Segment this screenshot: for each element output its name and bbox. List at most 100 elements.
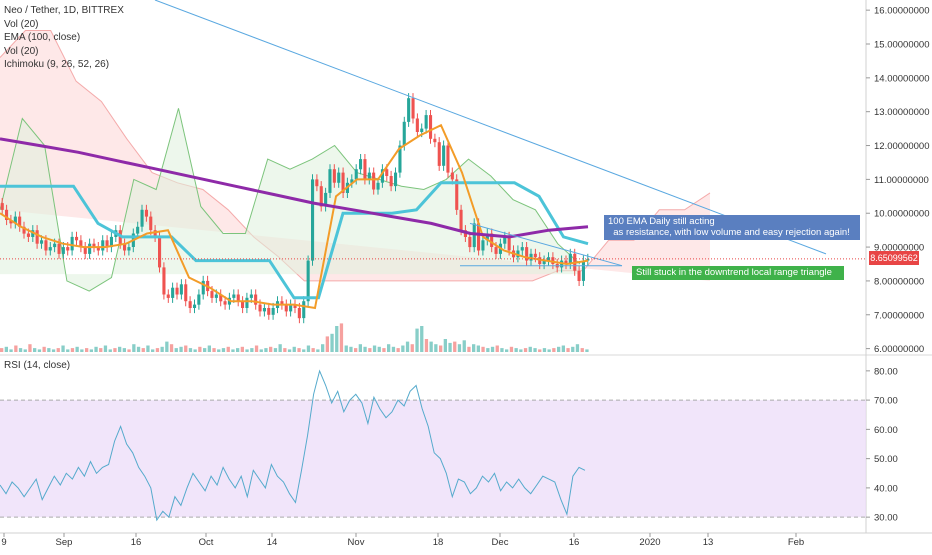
volume-bar [306, 345, 311, 352]
candle-body [533, 253, 537, 258]
candle-body [581, 260, 585, 281]
candle-body [398, 145, 402, 173]
candle-body [35, 230, 39, 244]
volume-bar [448, 342, 452, 352]
candle-body [70, 236, 74, 251]
volume-bar [37, 349, 42, 352]
volume-bar [165, 341, 169, 352]
candle-body [258, 304, 262, 312]
candle-body [262, 308, 266, 312]
volume-bar [70, 348, 75, 352]
candle-body [88, 243, 92, 254]
candle-body [271, 308, 275, 315]
legend-ema[interactable]: EMA (100, close) [4, 32, 81, 43]
volume-bar [85, 348, 89, 352]
candle-body [140, 209, 144, 227]
candle-body [503, 236, 507, 244]
volume-bar [94, 346, 98, 352]
volume-bar [405, 341, 410, 352]
volume-bar [23, 349, 27, 352]
volume-bar [33, 348, 37, 352]
candle-body [284, 304, 288, 312]
volume-bar [429, 341, 433, 352]
volume-bar [557, 346, 561, 352]
volume-bar [155, 348, 160, 352]
candle-body [319, 186, 323, 207]
volume-bar [580, 348, 584, 352]
volume-bar [382, 348, 386, 352]
candle-body [350, 179, 354, 183]
volume-bar [368, 348, 372, 352]
volume-bar [122, 348, 126, 352]
ichimoku-kijun-sen [0, 181, 589, 300]
candle-body [31, 230, 35, 237]
volume-bar [302, 349, 306, 352]
candle-body [280, 301, 284, 305]
volume-bar [198, 346, 202, 352]
candle-body [127, 247, 131, 251]
volume-bar [561, 345, 565, 352]
candle-body [179, 284, 183, 295]
ema-100-line [0, 137, 589, 239]
legend-vol-2[interactable]: Vol (20) [4, 45, 39, 57]
volume-bar [481, 346, 485, 352]
candle-body [210, 291, 214, 298]
volume-bar [264, 348, 268, 352]
legend-vol[interactable]: Vol (20) [4, 18, 39, 30]
candle-body [193, 304, 197, 308]
candle-body [372, 172, 376, 190]
price-tick-label: 13.00000000 [874, 107, 929, 118]
candle-body [507, 236, 511, 251]
volume-bar [245, 349, 249, 352]
rsi-legend[interactable]: RSI (14, close) [4, 360, 71, 371]
ema-note[interactable]: 100 EMA Daily still acting as resistance… [604, 215, 860, 240]
time-axis-label: Oct [199, 537, 214, 548]
candle-body [201, 280, 205, 295]
candle-body [48, 247, 52, 251]
ichimoku-tenkan-sen [0, 123, 589, 310]
rsi-band [0, 400, 866, 518]
volume-bar [363, 346, 367, 352]
time-axis-label: 14 [267, 537, 278, 548]
ichimoku-span-b [0, 30, 711, 282]
range-note[interactable]: Still stuck in the downtrend local range… [632, 266, 844, 280]
volume-bar [321, 344, 325, 352]
candle-body [520, 247, 524, 251]
volume-bar [99, 348, 103, 352]
price-tick-label: 8.00000000 [874, 276, 924, 287]
candle-body [188, 301, 192, 308]
volume-bar [354, 348, 358, 352]
candle-body [429, 115, 433, 139]
candle-body [26, 233, 30, 237]
candle-body [214, 294, 218, 298]
volume-bar [434, 344, 438, 352]
candle-body [219, 294, 223, 302]
candle-body [22, 226, 26, 234]
volume-bar [0, 348, 4, 352]
price-tick-label: 11.00000000 [874, 175, 929, 186]
volume-bar [387, 344, 391, 352]
candle-body [61, 247, 65, 254]
volume-bar [188, 348, 193, 352]
volume-bar [136, 346, 141, 352]
candle-body [437, 142, 441, 166]
candle-body [158, 236, 162, 268]
time-axis-label: Sep [56, 537, 73, 548]
ichimoku-span-a [0, 108, 581, 292]
volume-bar [566, 348, 570, 352]
volume-bar [56, 348, 60, 352]
candle-body [415, 118, 419, 132]
trendline-resistance [154, 0, 827, 255]
candle-body [389, 176, 393, 187]
triangle-upper-line [469, 222, 623, 267]
candle-body [411, 98, 415, 119]
candle-body [75, 236, 79, 241]
legend-ichimoku[interactable]: Ichimoku (9, 26, 52, 26) [4, 59, 110, 70]
candle-body [455, 179, 459, 210]
legend-symbol[interactable]: Neo / Tether, 1D, BITTREX [4, 5, 124, 16]
volume-bar [311, 348, 315, 352]
candle-body [153, 230, 157, 237]
price-tick-label: 16.00000000 [874, 6, 929, 17]
volume-bar [61, 345, 65, 352]
candle-body [494, 247, 498, 254]
